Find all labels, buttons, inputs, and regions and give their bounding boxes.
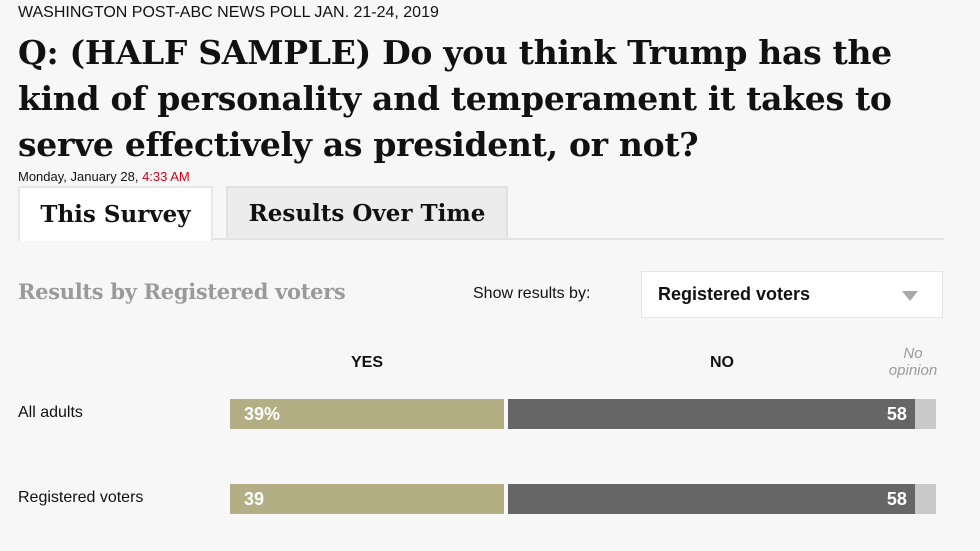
- bar-no: [507, 484, 915, 514]
- bar-no: [507, 399, 915, 429]
- results-heading: Results by Registered voters: [18, 279, 346, 304]
- bar-yes: [230, 399, 504, 429]
- tab-divider: [18, 238, 944, 240]
- bar-no-opinion: [914, 399, 936, 429]
- question-title: Q: (HALF SAMPLE) Do you think Trump has …: [18, 33, 892, 164]
- poll-kicker: WASHINGTON POST-ABC NEWS POLL JAN. 21-24…: [18, 4, 439, 21]
- dateline: Monday, January 28, 4:33 AM: [18, 169, 190, 184]
- group-select-value: Registered voters: [658, 284, 811, 304]
- bar-yes: [230, 484, 504, 514]
- column-header-no-opinion: No opinion: [888, 345, 938, 379]
- time-text: 4:33 AM: [142, 169, 190, 184]
- bar-value-label: 58: [886, 404, 907, 424]
- tab-results-over-time[interactable]: Results Over Time: [226, 186, 508, 239]
- bar-value-label: 39%: [244, 404, 281, 424]
- row-label: All adults: [18, 404, 83, 421]
- column-header-no: NO: [710, 354, 734, 371]
- bar-no-opinion: [914, 484, 936, 514]
- date-text: Monday, January 28,: [18, 169, 143, 184]
- bar-value-label: 58: [886, 489, 907, 509]
- show-results-label: Show results by:: [473, 285, 591, 302]
- row-label: Registered voters: [18, 489, 144, 506]
- group-select[interactable]: Registered voters: [641, 271, 943, 318]
- chevron-down-icon: [902, 291, 918, 301]
- column-header-yes: YES: [350, 354, 383, 371]
- bar-value-label: 39: [244, 489, 265, 509]
- tab-this-survey[interactable]: This Survey: [18, 186, 213, 241]
